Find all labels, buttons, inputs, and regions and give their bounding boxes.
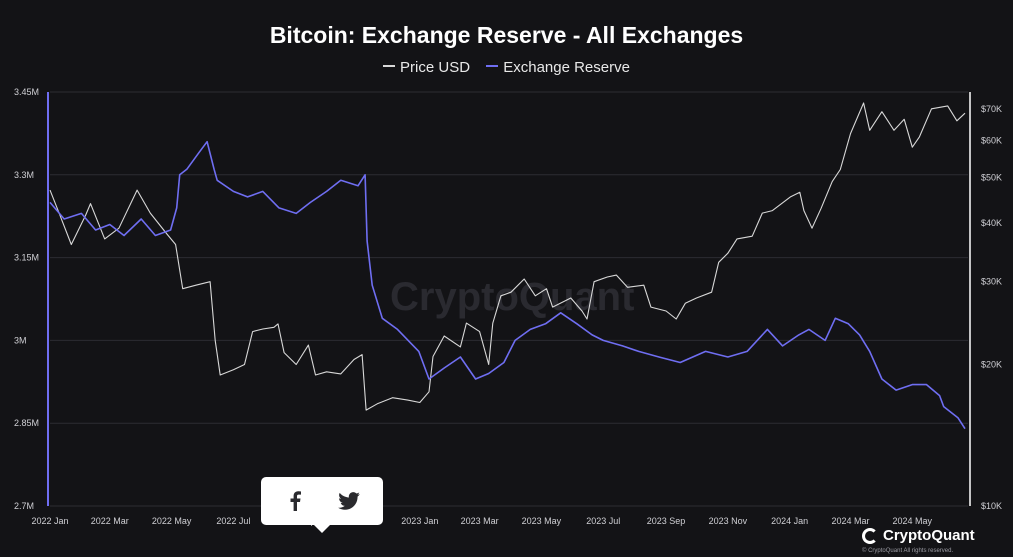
x-tick-label: 2024 Mar [831, 516, 869, 526]
twitter-icon[interactable] [337, 489, 361, 513]
y-right-tick-label: $10K [981, 501, 1002, 511]
legend-swatch-price [383, 65, 396, 68]
y-right-tick-label: $40K [981, 218, 1002, 228]
y-right-tick-label: $20K [981, 360, 1002, 370]
x-tick-label: 2023 Nov [709, 516, 748, 526]
x-tick-label: 2022 Jan [31, 516, 68, 526]
x-tick-label: 2022 Jul [216, 516, 250, 526]
y-right-tick-label: $30K [981, 277, 1002, 287]
watermark: CryptoQuant [390, 275, 634, 319]
exchange-reserve-line [49, 140, 966, 430]
price-usd-line [49, 102, 966, 411]
y-right-ticks: $70K $60K $50K $40K $30K $20K $10K [981, 104, 1002, 511]
x-tick-label: 2024 May [893, 516, 933, 526]
facebook-icon[interactable] [283, 489, 307, 513]
brand-logo: CryptoQuant [862, 527, 975, 544]
x-tick-label: 2022 May [152, 516, 192, 526]
legend-item-price[interactable]: Price USD [383, 59, 470, 76]
y-right-tick-label: $60K [981, 135, 1002, 145]
x-tick-label: 2022 Mar [91, 516, 129, 526]
share-popup [261, 477, 383, 533]
y-left-tick-label: 2.85M [14, 418, 39, 428]
y-left-ticks: 3.45M 3.3M 3.15M 3M 2.85M 2.7M [14, 87, 39, 511]
y-left-tick-label: 3.15M [14, 253, 39, 263]
legend: Price USD Exchange Reserve [0, 59, 1013, 76]
y-left-tick-label: 3.45M [14, 87, 39, 97]
y-left-tick-label: 3.3M [14, 170, 34, 180]
chart-title: Bitcoin: Exchange Reserve - All Exchange… [269, 22, 744, 48]
x-tick-label: 2023 Jul [586, 516, 620, 526]
legend-label-reserve: Exchange Reserve [503, 59, 630, 76]
y-left-tick-label: 2.7M [14, 501, 34, 511]
series-layer [49, 102, 966, 430]
y-right-tick-label: $70K [981, 104, 1002, 114]
cryptoquant-logo-icon [862, 527, 878, 544]
gridlines [50, 91, 968, 507]
legend-item-reserve[interactable]: Exchange Reserve [486, 59, 630, 76]
x-tick-label: 2023 Sep [647, 516, 686, 526]
x-tick-label: 2024 Jan [771, 516, 808, 526]
brand-name: CryptoQuant [883, 527, 975, 544]
y-left-tick-label: 3M [14, 335, 27, 345]
legend-swatch-reserve [486, 65, 499, 68]
x-tick-label: 2023 May [522, 516, 562, 526]
legend-label-price: Price USD [400, 59, 471, 76]
brand-copyright: © CryptoQuant All rights reserved. [862, 548, 954, 554]
x-tick-label: 2023 Jan [401, 516, 438, 526]
y-right-tick-label: $50K [981, 172, 1002, 182]
x-tick-label: 2023 Mar [461, 516, 499, 526]
